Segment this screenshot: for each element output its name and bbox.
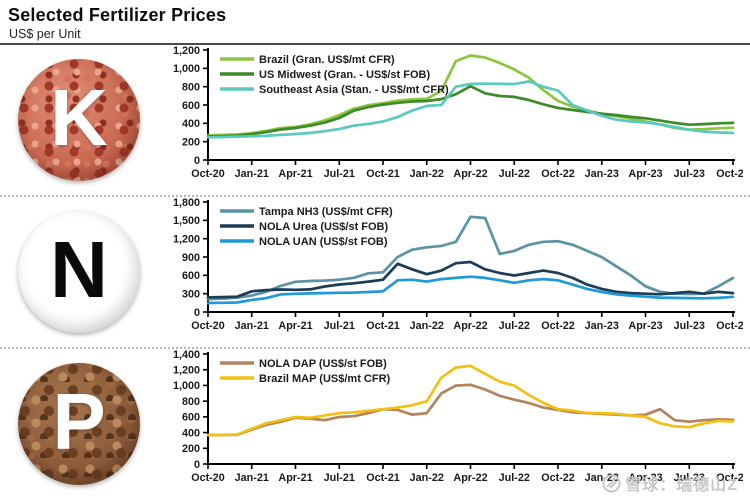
y-tick-label: 600 xyxy=(182,99,200,111)
y-tick-label: 1,200 xyxy=(173,364,200,376)
y-tick-label: 0 xyxy=(194,154,200,166)
y-tick-label: 1,200 xyxy=(173,44,200,56)
x-tick-label: Apr-22 xyxy=(453,168,487,180)
watermark: 雪球：瑞德山Z xyxy=(602,471,738,495)
legend-label: US Midwest (Gran. - US$/st FOB) xyxy=(259,68,430,80)
x-tick-label: Jan-23 xyxy=(585,168,619,180)
chart-svg-nitrogen: 0 300 600 900 1,200 1,500 1,800 Oct-20 Jan-21 Apr… xyxy=(173,196,750,332)
y-tick-label: 0 xyxy=(194,458,200,470)
page-subtitle: US$ per Unit xyxy=(9,27,81,41)
legend-label: Brazil (Gran. US$/mt CFR) xyxy=(259,53,395,65)
x-tick-label: Jan-22 xyxy=(410,472,444,484)
x-tick-label: Oct-23 xyxy=(716,472,743,484)
nutrient-letter-p: P xyxy=(52,377,106,466)
nitrogen-prills-icon: N xyxy=(18,211,140,333)
x-tick-label: Apr-23 xyxy=(628,320,662,332)
series-line xyxy=(206,214,735,301)
legend-label: Brazil MAP (US$/mt CFR) xyxy=(259,372,391,384)
chart-svg-potash: 0 200 400 600 800 1,000 1,200 Oct-20 Jan-21 Apr-2… xyxy=(173,44,750,180)
xueqiu-snowball-icon xyxy=(602,474,621,492)
y-tick-label: 800 xyxy=(182,395,200,407)
x-tick-label: Oct-20 xyxy=(191,168,225,180)
series-line xyxy=(206,260,735,299)
y-tick-label: 400 xyxy=(182,118,200,130)
x-tick-label: Oct-23 xyxy=(716,320,743,332)
y-tick-label: 1,000 xyxy=(173,380,200,392)
x-tick-label: Oct-21 xyxy=(366,320,400,332)
x-tick-label: Apr-23 xyxy=(628,168,662,180)
legend-label: NOLA Urea (US$/st FOB) xyxy=(259,220,389,232)
x-tick-label: Jul-22 xyxy=(499,472,530,484)
series-line xyxy=(206,382,735,436)
x-tick-label: Oct-21 xyxy=(366,168,400,180)
x-tick-label: Apr-21 xyxy=(278,472,312,484)
x-tick-label: Apr-22 xyxy=(453,472,487,484)
x-tick-label: Oct-21 xyxy=(366,472,400,484)
x-tick-label: Jul-22 xyxy=(499,168,530,180)
x-tick-label: Jan-21 xyxy=(235,320,269,332)
x-tick-label: Oct-23 xyxy=(716,168,743,180)
y-tick-label: 1,400 xyxy=(173,348,200,360)
x-tick-label: Jan-22 xyxy=(410,168,444,180)
y-tick-label: 300 xyxy=(182,288,200,300)
x-tick-label: Oct-20 xyxy=(191,472,225,484)
x-tick-label: Jan-21 xyxy=(235,168,269,180)
series-line xyxy=(206,84,735,138)
potash-granules-icon: K xyxy=(18,59,140,181)
page-header: Selected Fertilizer Prices US$ per Unit xyxy=(0,0,750,41)
watermark-text: 雪球：瑞德山Z xyxy=(625,477,738,494)
chart-row-potash: K 0 200 400 600 800 1,000 1,200 Oct-20 Jan-21 Apr… xyxy=(0,44,750,195)
y-tick-label: 400 xyxy=(182,427,200,439)
y-tick-label: 200 xyxy=(182,136,200,148)
y-tick-label: 200 xyxy=(182,443,200,455)
x-tick-label: Apr-23 xyxy=(628,472,662,484)
phosphate-granules-icon: P xyxy=(18,363,140,485)
y-tick-label: 900 xyxy=(182,251,200,263)
page-title: Selected Fertilizer Prices xyxy=(8,5,227,25)
x-tick-label: Jul-22 xyxy=(499,320,530,332)
y-tick-label: 1,200 xyxy=(173,233,200,245)
y-tick-label: 0 xyxy=(194,306,200,318)
series-line xyxy=(206,274,735,304)
x-tick-label: Jan-21 xyxy=(235,472,269,484)
chart-svg-phosphate: 0 200 400 600 800 1,000 1,200 1,400 Oct-20 Jan-21… xyxy=(173,348,750,484)
y-tick-label: 1,800 xyxy=(173,196,200,208)
series-line xyxy=(206,79,735,139)
legend-label: NOLA DAP (US$/st FOB) xyxy=(259,357,387,369)
nutrient-letter-n: N xyxy=(50,225,108,314)
legend-label: NOLA UAN (US$/st FOB) xyxy=(259,235,388,247)
x-tick-label: Apr-21 xyxy=(278,320,312,332)
x-tick-label: Oct-22 xyxy=(541,472,575,484)
x-tick-label: Jul-23 xyxy=(674,472,705,484)
x-tick-label: Jan-23 xyxy=(585,320,619,332)
y-tick-label: 600 xyxy=(182,411,200,423)
x-tick-label: Jan-22 xyxy=(410,320,444,332)
x-tick-label: Jul-23 xyxy=(674,320,705,332)
legend-label: Southeast Asia (Stan. - US$/mt CFR) xyxy=(259,83,449,95)
x-tick-label: Jul-21 xyxy=(324,168,355,180)
x-tick-label: Jul-21 xyxy=(324,320,355,332)
x-tick-label: Oct-22 xyxy=(541,320,575,332)
legend-label: Tampa NH3 (US$/mt CFR) xyxy=(259,205,393,217)
chart-row-phosphate: P 0 200 400 600 800 1,000 1,200 1,400 Oct-20 Jan-… xyxy=(0,347,750,499)
x-tick-label: Apr-21 xyxy=(278,168,312,180)
nutrient-letter-k: K xyxy=(50,73,108,162)
y-tick-label: 1,000 xyxy=(173,63,200,75)
y-tick-label: 800 xyxy=(182,81,200,93)
header-divider xyxy=(0,43,750,45)
x-tick-label: Jul-21 xyxy=(324,472,355,484)
y-tick-label: 600 xyxy=(182,270,200,282)
chart-row-nitrogen: N 0 300 600 900 1,200 1,500 1,800 Oct-20 Jan-21 A… xyxy=(0,195,750,347)
y-tick-label: 1,500 xyxy=(173,215,200,227)
series-line xyxy=(206,364,735,436)
x-tick-label: Apr-22 xyxy=(453,320,487,332)
x-tick-label: Oct-22 xyxy=(541,168,575,180)
x-tick-label: Oct-20 xyxy=(191,320,225,332)
x-tick-label: Jul-23 xyxy=(674,168,705,180)
